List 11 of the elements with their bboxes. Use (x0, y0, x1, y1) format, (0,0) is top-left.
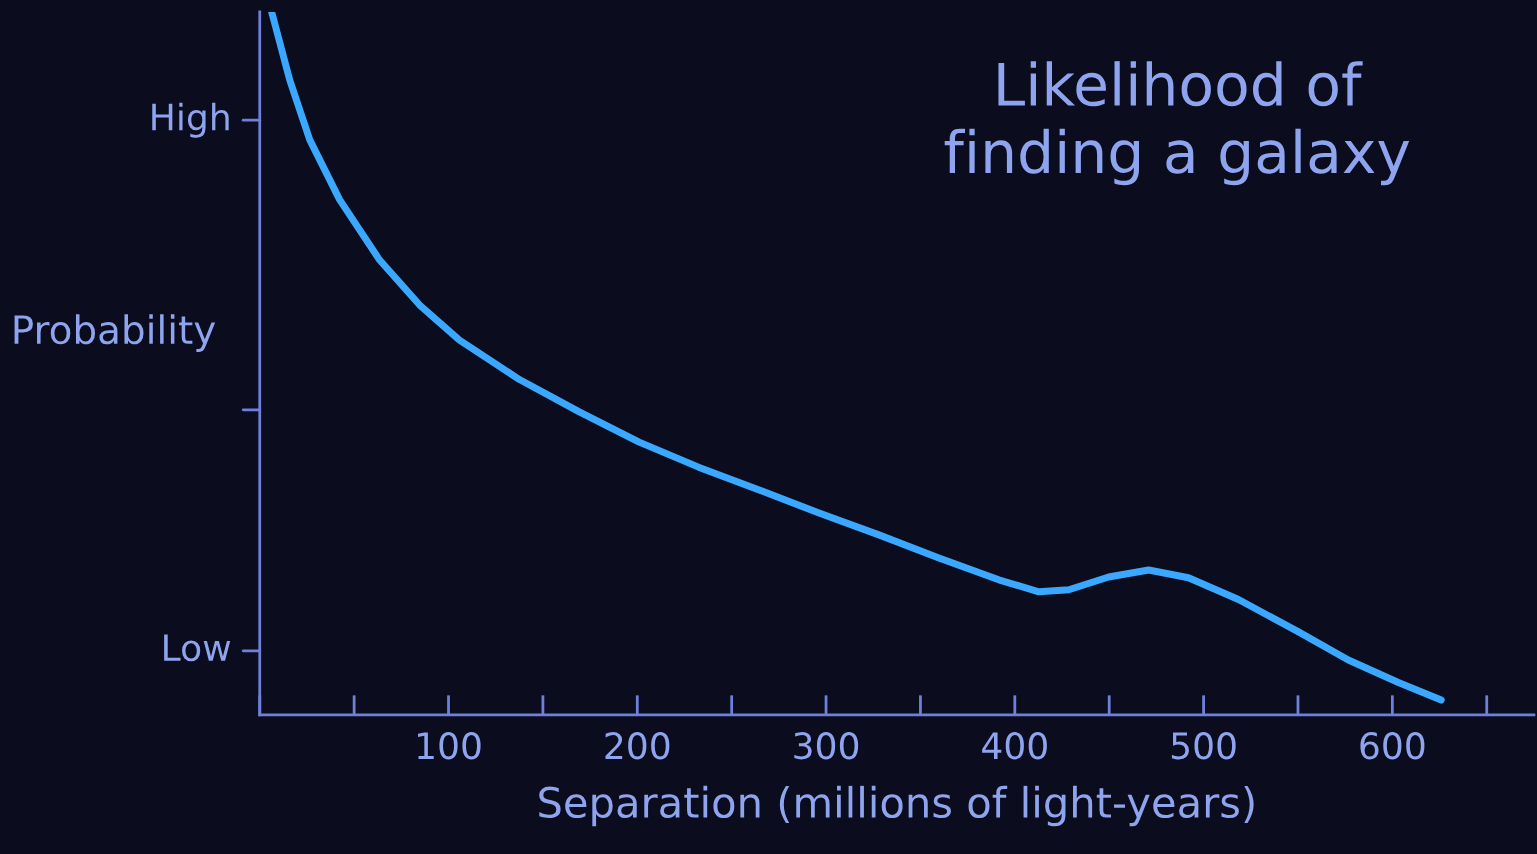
x-tick-label: 600 (1360, 732, 1425, 760)
text: High (152, 102, 229, 138)
x-tick-label: 300 (794, 732, 859, 760)
x-axis-title: Separation (millions of light-years) (539, 785, 1254, 827)
text: Likelihood of finding a galaxy (944, 61, 1410, 186)
x-tick-label: 500 (1171, 732, 1236, 760)
text: Low (164, 634, 231, 662)
x-tick-label: 400 (982, 732, 1047, 760)
x-tick-label: 200 (605, 732, 670, 760)
y-axis-title: Probability (14, 314, 216, 352)
x-tick-label: 100 (418, 732, 481, 760)
